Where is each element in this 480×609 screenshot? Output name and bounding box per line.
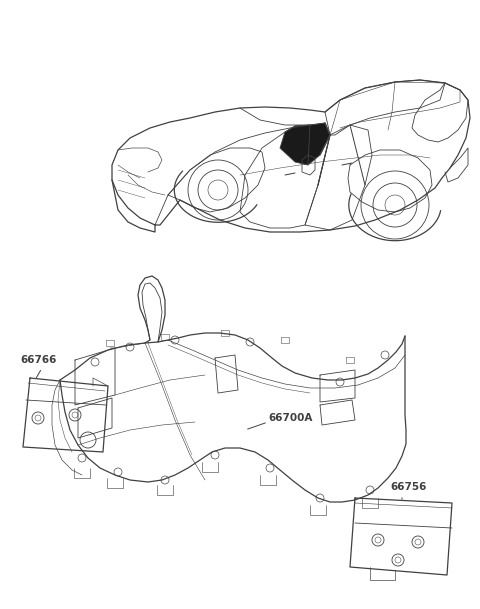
Text: 66700A: 66700A xyxy=(268,413,312,423)
Polygon shape xyxy=(280,123,330,165)
Text: 66756: 66756 xyxy=(390,482,426,492)
Text: 66766: 66766 xyxy=(20,355,56,365)
